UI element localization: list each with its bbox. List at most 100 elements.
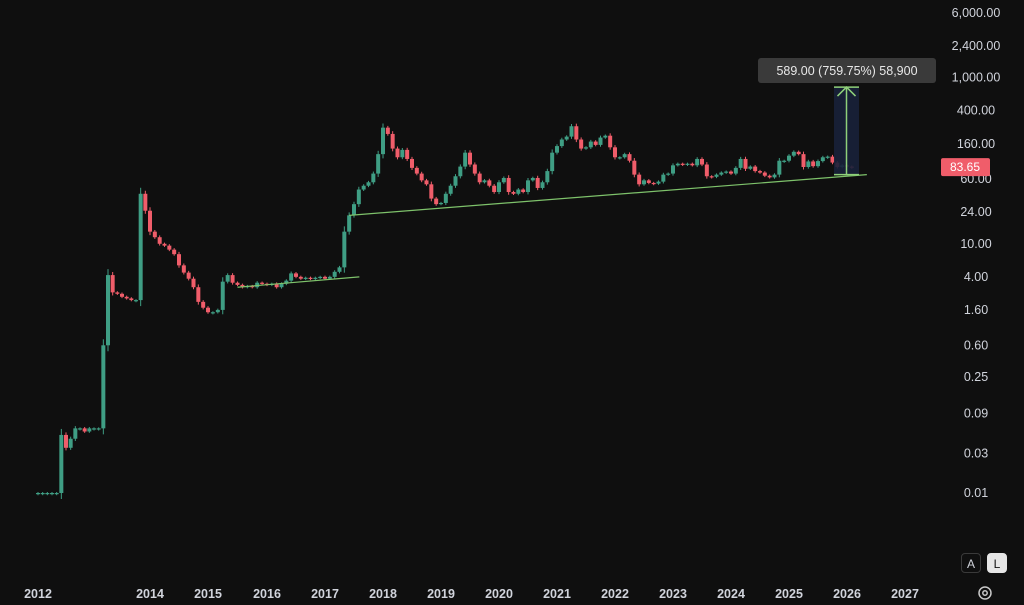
candle: [414, 167, 419, 174]
candle: [36, 493, 40, 495]
candle: [429, 184, 434, 199]
y-tick-label: 160.00: [957, 137, 995, 151]
candle: [690, 163, 695, 166]
price-range-label: 589.00 (759.75%) 58,900: [776, 64, 917, 78]
candle: [240, 284, 245, 288]
candle: [685, 163, 690, 165]
auto-scale-button[interactable]: A: [961, 553, 981, 573]
candle: [497, 182, 501, 193]
price-range-label-bg: [758, 58, 936, 83]
candle: [110, 275, 115, 293]
candle: [743, 158, 748, 169]
y-tick-label: 6,000.00: [952, 6, 1001, 20]
candle: [569, 126, 574, 137]
candle: [220, 281, 225, 310]
candle: [617, 157, 622, 159]
candle: [92, 428, 96, 430]
candle: [129, 298, 134, 301]
trendline[interactable]: [237, 276, 360, 288]
y-tick-label: 1,000.00: [952, 71, 1001, 85]
candle: [162, 243, 167, 246]
candle: [458, 166, 463, 177]
candle: [574, 126, 579, 140]
x-tick-label: 2025: [775, 587, 803, 601]
y-tick-label: 2,400.00: [952, 39, 1001, 53]
candle: [506, 177, 511, 193]
y-tick-label: 0.09: [964, 407, 988, 421]
candle: [206, 307, 210, 313]
candle: [709, 176, 714, 178]
y-tick-label: 4.00: [964, 270, 988, 284]
candle: [714, 174, 719, 177]
candle: [753, 166, 758, 172]
candle: [772, 174, 777, 178]
y-tick-label: 24.00: [960, 205, 991, 219]
x-tick-label: 2017: [311, 587, 339, 601]
candle: [323, 276, 327, 279]
candle: [115, 292, 120, 294]
candle: [588, 141, 593, 148]
candle: [472, 164, 477, 174]
candle: [787, 155, 791, 161]
candle: [811, 161, 816, 167]
candle: [661, 174, 666, 182]
candle: [405, 149, 410, 159]
candle: [487, 180, 492, 186]
candle: [279, 283, 284, 288]
candle: [521, 189, 526, 193]
candle: [284, 280, 289, 284]
candle: [101, 345, 106, 429]
candle: [201, 301, 206, 308]
candle: [806, 161, 811, 168]
candle: [656, 181, 661, 184]
trendline[interactable]: [349, 174, 867, 216]
candle: [762, 172, 767, 176]
candle: [729, 171, 733, 174]
candle: [87, 428, 92, 432]
candle: [719, 172, 724, 175]
candle: [825, 156, 830, 158]
candle: [675, 163, 680, 166]
x-axis[interactable]: 2012 2014 2015 2016 2017 2018 2019 2020 2021 2022…: [24, 587, 919, 601]
candle: [530, 177, 535, 181]
candle: [64, 434, 68, 448]
candle: [50, 493, 54, 495]
candle: [468, 152, 472, 165]
candle: [385, 127, 390, 134]
candle: [477, 173, 482, 183]
x-tick-label: 2018: [369, 587, 397, 601]
candle: [177, 254, 181, 266]
candle: [337, 267, 342, 272]
candle: [298, 276, 303, 279]
settings-gear-icon[interactable]: [976, 584, 994, 602]
candle: [613, 147, 617, 158]
y-axis[interactable]: 6,000.002,400.001,000.00400.00160.0060.0…: [952, 6, 1001, 500]
candle: [482, 180, 487, 183]
candle: [564, 136, 569, 140]
candle: [96, 428, 101, 430]
y-tick-label: 10.00: [960, 237, 991, 251]
candle: [733, 167, 738, 174]
x-tick-label: 2027: [891, 587, 919, 601]
x-tick-label: 2019: [427, 587, 455, 601]
candle: [376, 154, 381, 174]
candle: [82, 428, 87, 432]
candle: [453, 176, 458, 186]
candle: [419, 173, 424, 181]
log-scale-button[interactable]: L: [987, 553, 1007, 573]
candle: [45, 493, 50, 495]
y-tick-label: 400.00: [957, 104, 995, 118]
y-tick-label: 0.01: [964, 486, 988, 500]
candle: [584, 147, 588, 149]
price-range-tool[interactable]: 589.00 (759.75%) 58,900: [758, 58, 936, 176]
candle: [303, 277, 308, 279]
candle: [366, 182, 371, 186]
x-tick-label: 2023: [659, 587, 687, 601]
candle: [559, 139, 564, 147]
candle: [526, 180, 530, 193]
candle: [167, 245, 172, 250]
candle: [332, 271, 337, 277]
candle: [106, 275, 110, 346]
trendlines-layer: [237, 174, 867, 288]
